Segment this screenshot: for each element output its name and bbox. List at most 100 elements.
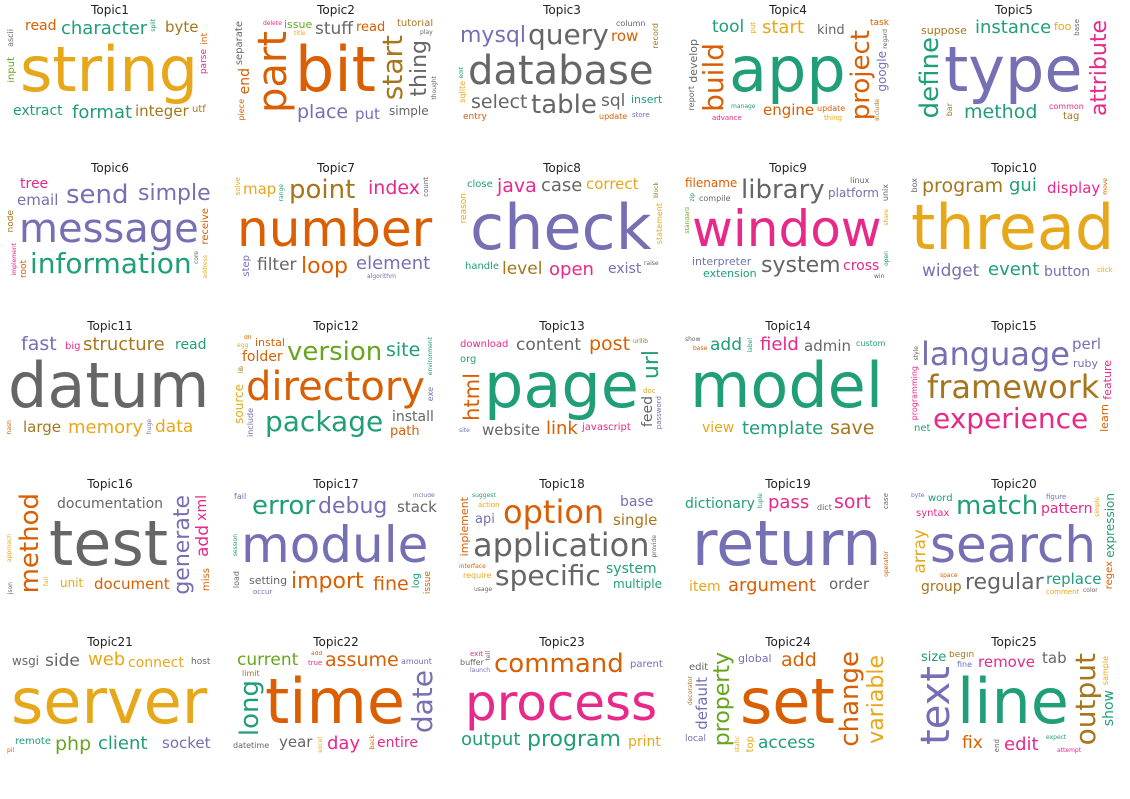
topic-title: Topic6 <box>91 161 129 175</box>
cloud-word: include <box>246 408 255 437</box>
cloud-word: google <box>875 51 889 92</box>
cloud-word: output <box>1069 653 1102 746</box>
cloud-word: model <box>690 349 884 422</box>
topic-panel: Topic10 thread event gui program widget displa… <box>907 161 1121 309</box>
cloud-word: learn <box>1098 404 1111 432</box>
cloud-word: interface <box>459 563 486 570</box>
topic-title: Topic21 <box>87 635 133 649</box>
cloud-word: thread <box>911 191 1115 264</box>
word-cloud: application option specific system single imp… <box>459 493 665 597</box>
cloud-word: split <box>150 19 157 32</box>
cloud-word: exist <box>608 261 642 277</box>
cloud-word: size <box>921 651 947 665</box>
cloud-word: save <box>830 417 875 439</box>
cloud-word: session <box>233 534 239 557</box>
cloud-word: count <box>422 177 430 197</box>
cloud-word: fine <box>957 660 973 669</box>
cloud-word: programming <box>911 366 919 421</box>
cloud-word: implement <box>11 243 18 276</box>
word-cloud: framework language experience feature perl ru… <box>911 335 1117 439</box>
cloud-word: assume <box>325 651 399 671</box>
cloud-word: include <box>874 99 881 121</box>
topic-title: Topic22 <box>313 635 359 649</box>
cloud-word: large <box>23 418 62 436</box>
cloud-word: common <box>1049 102 1084 111</box>
cloud-word: platform <box>828 186 879 200</box>
topic-panel: Topic12 directory version package folder site… <box>229 319 443 467</box>
cloud-word: side <box>45 651 80 671</box>
topic-title: Topic9 <box>769 161 807 175</box>
cloud-word: style <box>913 346 920 361</box>
cloud-word: path <box>390 424 420 439</box>
word-cloud: directory version package folder site install… <box>233 335 439 439</box>
cloud-word: win <box>874 273 885 280</box>
cloud-word: update <box>817 104 846 113</box>
topic-panel: Topic21 server client web php side socket conne… <box>3 635 217 783</box>
cloud-word: block <box>653 182 660 198</box>
cloud-word: dll <box>244 335 252 341</box>
cloud-word: limit <box>242 669 260 678</box>
cloud-word: line <box>957 665 1069 738</box>
cloud-word: org <box>460 354 477 365</box>
cloud-word: record <box>651 23 660 49</box>
word-cloud: bit part start thing place stuff put end read sim… <box>233 19 439 123</box>
cloud-word: space <box>940 572 958 579</box>
cloud-word: item <box>689 579 721 595</box>
cloud-word: piece <box>237 99 246 121</box>
cloud-word: open <box>883 251 890 266</box>
cloud-word: client <box>98 733 148 754</box>
cloud-word: return <box>692 507 882 580</box>
cloud-word: documentation <box>57 496 164 512</box>
cloud-word: datum <box>8 349 210 422</box>
topic-panel: Topic16 test method generate documentation do… <box>3 477 217 625</box>
topic-title: Topic14 <box>765 319 811 333</box>
topic-title: Topic13 <box>539 319 585 333</box>
cloud-word: decorator <box>687 676 694 706</box>
cloud-word: change <box>835 651 865 747</box>
cloud-word: share <box>883 209 890 226</box>
topic-title: Topic15 <box>991 319 1037 333</box>
cloud-word: top <box>745 736 756 753</box>
cloud-word: huge <box>146 419 153 435</box>
cloud-word: true <box>308 659 323 667</box>
cloud-word: handle <box>465 261 500 272</box>
cloud-word: search <box>930 516 1097 574</box>
cloud-word: pattern <box>1041 501 1093 517</box>
cloud-word: link <box>546 418 578 439</box>
cloud-word: regex <box>1104 561 1115 590</box>
cloud-word: character <box>61 19 148 39</box>
topic-panel: Topic15 framework language experience featur… <box>907 319 1121 467</box>
cloud-word: system <box>761 253 841 278</box>
cloud-word: page <box>484 349 639 422</box>
cloud-word: library <box>741 177 825 205</box>
cloud-word: array <box>911 529 930 574</box>
cloud-word: back <box>369 735 376 750</box>
topic-panel: Topic13 page html url link post content website… <box>455 319 669 467</box>
cloud-word: filename <box>685 177 738 190</box>
cloud-word: global <box>738 652 772 665</box>
word-cloud: check open case java level correct exist handle… <box>459 177 665 281</box>
cloud-word: regular <box>965 570 1044 595</box>
cloud-word: language <box>921 335 1070 373</box>
topic-panel: Topic5 type define attribute instance method s… <box>907 3 1121 151</box>
word-cloud: time long date day assume current year entire am… <box>233 651 439 755</box>
cloud-word: figure <box>1046 493 1067 501</box>
cloud-word: app <box>729 33 846 106</box>
cloud-word: widget <box>922 261 980 281</box>
topic-title: Topic24 <box>765 635 811 649</box>
topic-panel: Topic9 window library system interpreter plat… <box>681 161 895 309</box>
cloud-word: mysql <box>460 23 526 48</box>
topic-panel: Topic24 set change property variable add acces… <box>681 635 895 783</box>
cloud-word: data <box>155 417 194 437</box>
cloud-word: thing <box>407 40 432 97</box>
cloud-word: root <box>19 260 29 279</box>
cloud-word: feed <box>640 396 656 428</box>
topic-panel: Topic7 number point loop element index filter m… <box>229 161 443 309</box>
cloud-word: print <box>628 734 661 750</box>
cloud-word: thing <box>824 114 843 122</box>
cloud-word: method <box>964 101 1038 123</box>
cloud-word: end <box>993 739 1001 753</box>
cloud-word: show <box>1101 690 1117 727</box>
cloud-word: log <box>411 573 422 589</box>
word-cloud: server client web php side socket connect remot… <box>7 651 213 755</box>
